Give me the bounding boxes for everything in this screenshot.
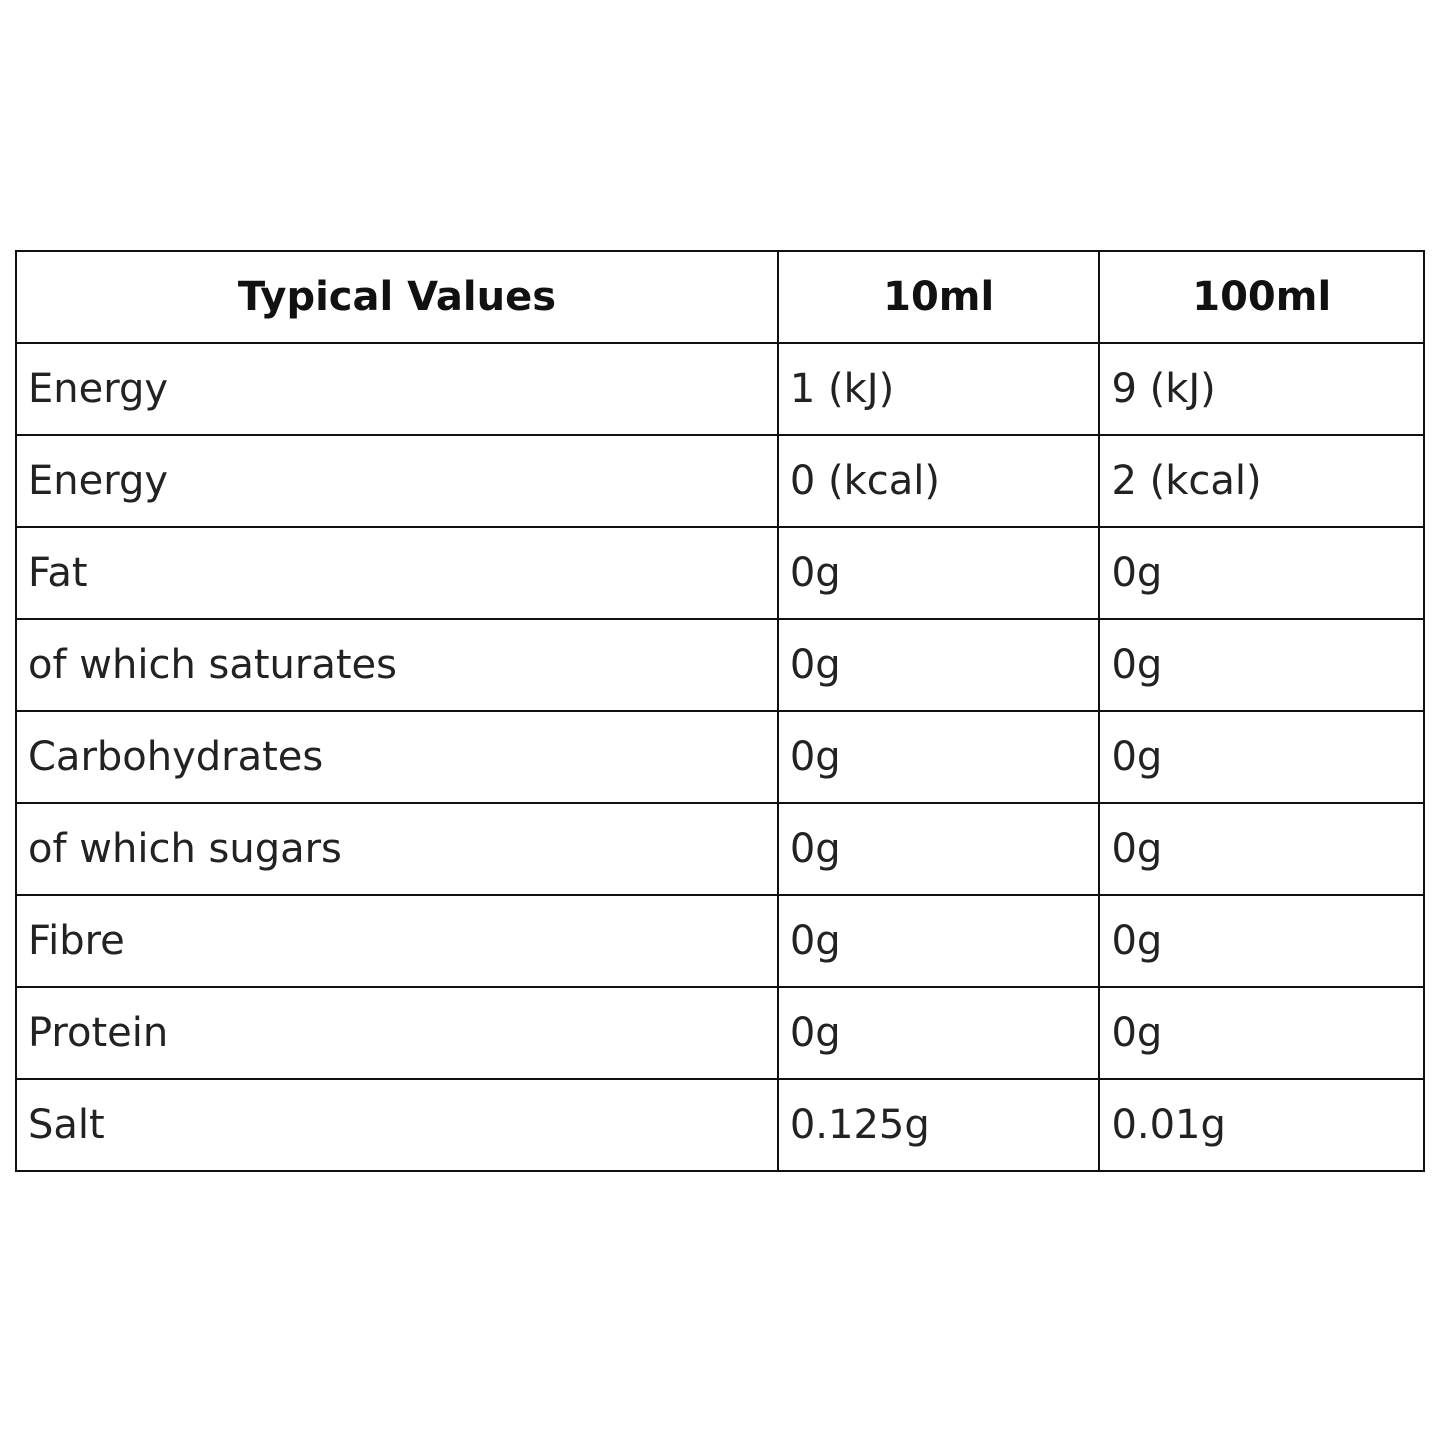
table-body: Energy 1 (kJ) 9 (kJ) Energy 0 (kcal) 2 (kcal)… xyxy=(15,342,1425,1172)
table-cell: 0g xyxy=(776,894,1101,988)
table-cell: 0g xyxy=(776,802,1101,896)
table-cell: of which sugars xyxy=(15,802,779,896)
table-cell: 0g xyxy=(1098,618,1425,712)
table-cell: Energy xyxy=(15,342,779,436)
header-cell: 10ml xyxy=(776,250,1101,344)
header-cell: Typical Values xyxy=(15,250,779,344)
table-cell: of which saturates xyxy=(15,618,779,712)
table-cell: 0g xyxy=(776,986,1101,1080)
table-cell: 0.125g xyxy=(776,1078,1101,1172)
table-cell: 0g xyxy=(776,710,1101,804)
table-row: Protein 0g 0g xyxy=(15,986,1425,1080)
table-cell: 0.01g xyxy=(1098,1078,1425,1172)
table-row: of which saturates 0g 0g xyxy=(15,618,1425,712)
table-cell: 2 (kcal) xyxy=(1098,434,1425,528)
table-cell: 0g xyxy=(776,526,1101,620)
table-row: Fat 0g 0g xyxy=(15,526,1425,620)
table-cell: Protein xyxy=(15,986,779,1080)
table-row: Fibre 0g 0g xyxy=(15,894,1425,988)
table-cell: 9 (kJ) xyxy=(1098,342,1425,436)
table-cell: 0g xyxy=(776,618,1101,712)
header-row: Typical Values 10ml 100ml xyxy=(15,250,1425,344)
table-cell: 1 (kJ) xyxy=(776,342,1101,436)
table-row: of which sugars 0g 0g xyxy=(15,802,1425,896)
nutrition-table: Typical Values 10ml 100ml Energy 1 (kJ) 9 (k… xyxy=(15,250,1425,1172)
table-cell: 0g xyxy=(1098,986,1425,1080)
table-cell: 0g xyxy=(1098,802,1425,896)
header-cell: 100ml xyxy=(1098,250,1425,344)
table-cell: Carbohydrates xyxy=(15,710,779,804)
table-cell: Fat xyxy=(15,526,779,620)
table-cell: 0g xyxy=(1098,894,1425,988)
table-cell: Salt xyxy=(15,1078,779,1172)
table-cell: Fibre xyxy=(15,894,779,988)
table-cell: 0 (kcal) xyxy=(776,434,1101,528)
table-row: Carbohydrates 0g 0g xyxy=(15,710,1425,804)
table-cell: Energy xyxy=(15,434,779,528)
table-cell: 0g xyxy=(1098,710,1425,804)
table-cell: 0g xyxy=(1098,526,1425,620)
table-row: Energy 0 (kcal) 2 (kcal) xyxy=(15,434,1425,528)
table-row: Energy 1 (kJ) 9 (kJ) xyxy=(15,342,1425,436)
table-row: Salt 0.125g 0.01g xyxy=(15,1078,1425,1172)
